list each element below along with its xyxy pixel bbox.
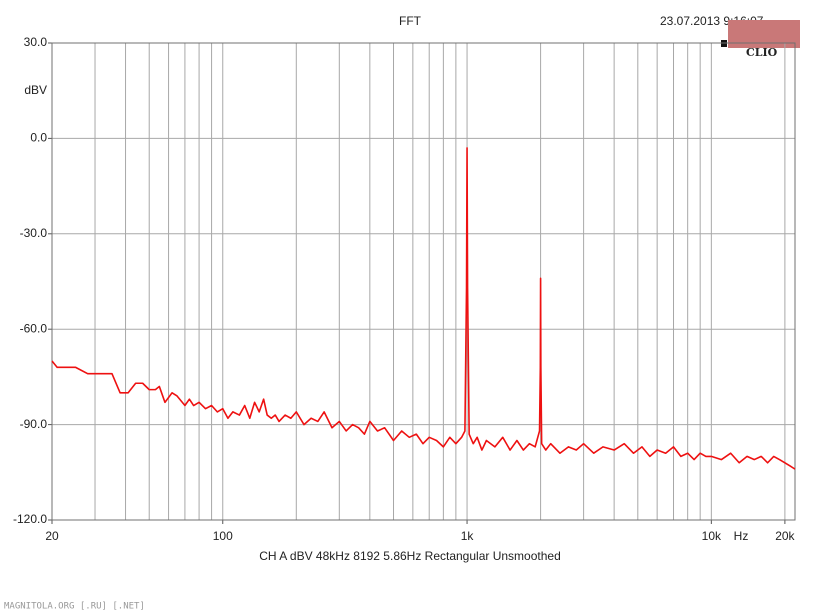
x-tick-label: 20 [45,529,59,543]
x-tick-label: 20k [775,529,795,543]
chart-title: FFT [399,14,422,28]
logo-box [728,20,800,48]
y-tick-label: -90.0 [20,417,48,431]
y-tick-label: 30.0 [24,35,48,49]
series-line [51,147,796,470]
x-unit: Hz [734,529,749,543]
y-tick-label: -30.0 [20,226,48,240]
plot-border [51,42,796,521]
y-tick-label: -60.0 [20,321,48,335]
y-tick-label: -120.0 [13,512,47,526]
x-tick-label: 10k [702,529,722,543]
y-label: dBV [24,83,47,97]
brand: CLIO [746,46,778,59]
y-tick-label: 0.0 [30,131,47,145]
x-tick-label: 100 [213,529,233,543]
watermark: MAGNITOLA.ORG [.RU] [.NET] [4,602,145,612]
plot-area [51,42,796,521]
x-tick-label: 1k [461,529,475,543]
footer: CH A dBV 48kHz 8192 5.86Hz Rectangular U… [259,549,561,563]
